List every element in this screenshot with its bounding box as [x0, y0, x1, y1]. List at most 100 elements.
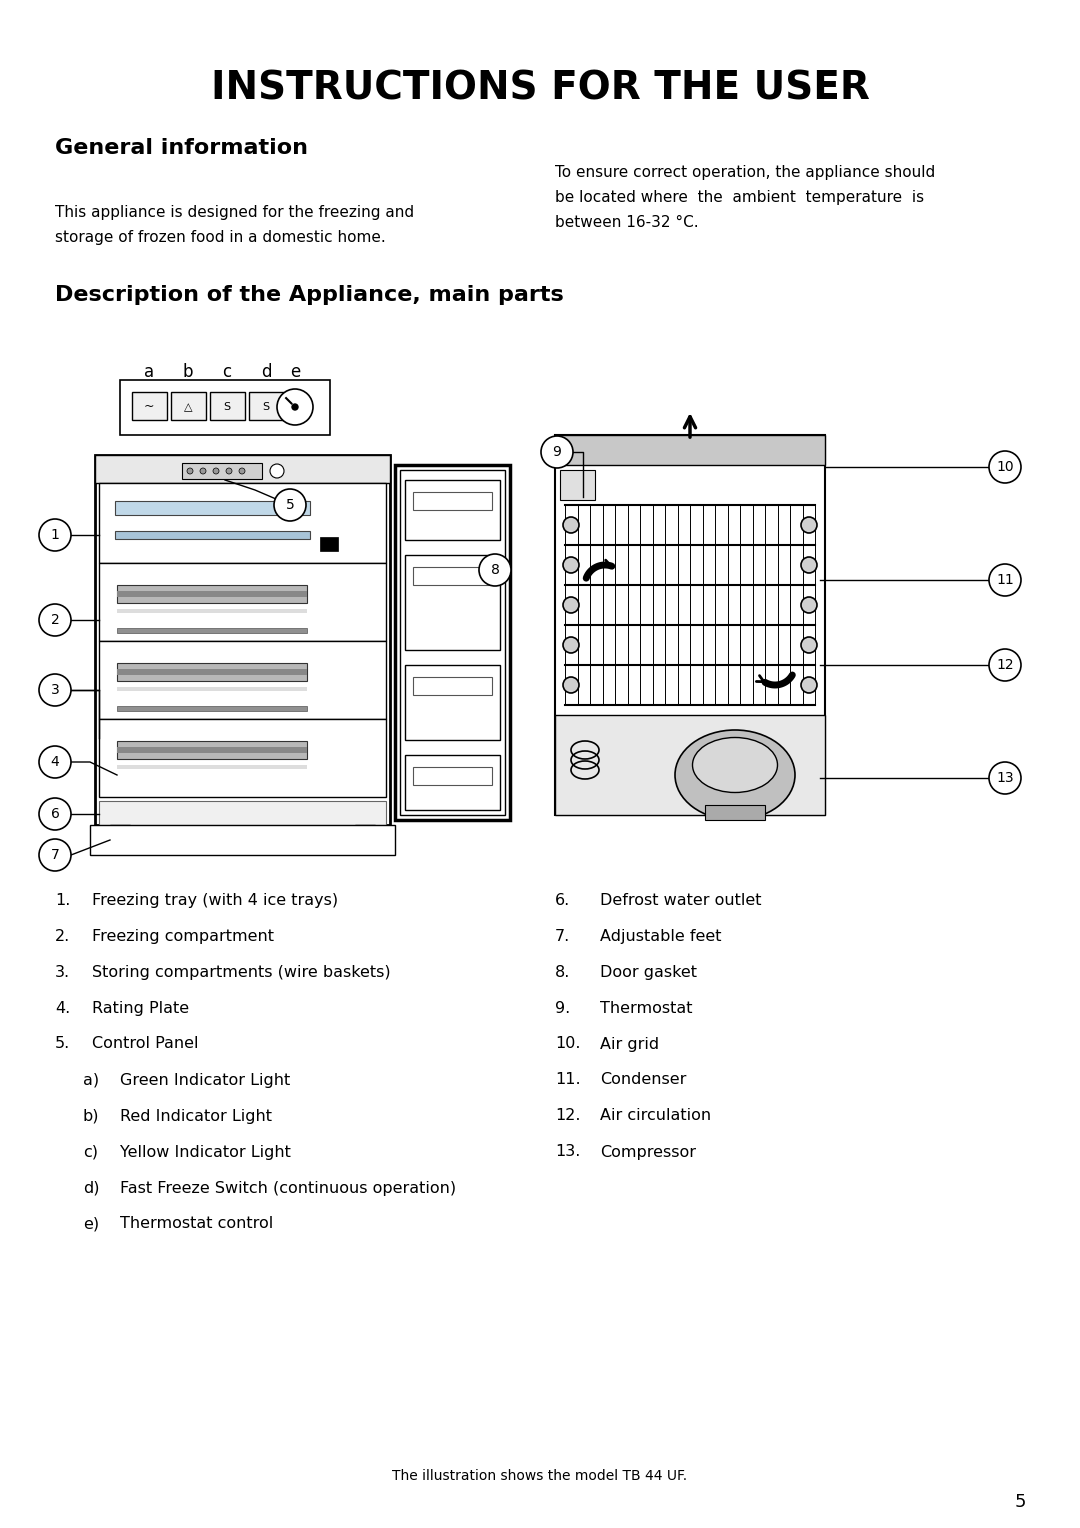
Bar — [99, 642, 386, 720]
Bar — [249, 393, 284, 420]
Bar — [413, 492, 492, 510]
Text: Air grid: Air grid — [600, 1036, 659, 1051]
Ellipse shape — [692, 738, 778, 793]
Text: Fast Freeze Switch (continuous operation): Fast Freeze Switch (continuous operation… — [120, 1181, 456, 1195]
Ellipse shape — [675, 730, 795, 821]
Circle shape — [187, 468, 193, 474]
Bar — [120, 380, 330, 435]
Bar — [413, 677, 492, 695]
Text: 11: 11 — [996, 573, 1014, 587]
Bar — [413, 767, 492, 785]
Text: 13.: 13. — [555, 1144, 580, 1160]
Text: 11.: 11. — [555, 1073, 581, 1088]
Bar — [117, 669, 307, 675]
Bar — [117, 628, 307, 633]
Text: b: b — [183, 364, 193, 380]
Bar — [210, 393, 245, 420]
Circle shape — [226, 468, 232, 474]
Bar — [117, 741, 307, 759]
Text: The illustration shows the model TB 44 UF.: The illustration shows the model TB 44 U… — [392, 1468, 688, 1484]
Bar — [117, 766, 307, 769]
Text: 4.: 4. — [55, 1001, 70, 1016]
Text: Red Indicator Light: Red Indicator Light — [120, 1108, 272, 1123]
Text: 12: 12 — [996, 659, 1014, 672]
Text: Condenser: Condenser — [600, 1073, 687, 1088]
Ellipse shape — [563, 558, 579, 573]
Ellipse shape — [563, 637, 579, 652]
Text: 2.: 2. — [55, 929, 70, 943]
Bar — [117, 591, 307, 597]
Ellipse shape — [801, 516, 816, 533]
Bar — [117, 585, 307, 604]
Text: Storing compartments (wire baskets): Storing compartments (wire baskets) — [92, 964, 391, 979]
Text: Compressor: Compressor — [600, 1144, 696, 1160]
Circle shape — [989, 762, 1021, 795]
Circle shape — [989, 564, 1021, 596]
Ellipse shape — [563, 677, 579, 694]
Circle shape — [274, 489, 306, 521]
Text: a: a — [144, 364, 154, 380]
Text: 5.: 5. — [55, 1036, 70, 1051]
Bar — [110, 825, 130, 847]
Text: e): e) — [83, 1216, 99, 1232]
Bar — [117, 747, 307, 753]
Bar — [395, 465, 510, 821]
Text: S: S — [224, 402, 230, 413]
Bar — [114, 501, 310, 515]
Text: 8.: 8. — [555, 964, 570, 979]
Text: △: △ — [184, 402, 192, 413]
Text: 4: 4 — [51, 755, 59, 769]
Text: c: c — [222, 364, 231, 380]
Text: be located where  the  ambient  temperature  is: be located where the ambient temperature… — [555, 189, 924, 205]
Text: 2: 2 — [51, 613, 59, 626]
Circle shape — [200, 468, 206, 474]
Text: INSTRUCTIONS FOR THE USER: INSTRUCTIONS FOR THE USER — [211, 69, 869, 107]
Text: 6: 6 — [51, 807, 59, 821]
Text: General information: General information — [55, 138, 308, 157]
Text: Defrost water outlet: Defrost water outlet — [600, 892, 761, 908]
Text: 6.: 6. — [555, 892, 570, 908]
Bar — [405, 755, 500, 810]
Text: ~: ~ — [144, 399, 154, 413]
Text: Adjustable feet: Adjustable feet — [600, 929, 721, 943]
Bar — [413, 567, 492, 585]
Circle shape — [276, 390, 313, 425]
Text: 1: 1 — [51, 529, 59, 542]
Bar — [99, 562, 386, 642]
Bar — [555, 435, 825, 814]
Circle shape — [239, 468, 245, 474]
Text: Thermostat: Thermostat — [600, 1001, 692, 1016]
Circle shape — [989, 649, 1021, 681]
Ellipse shape — [563, 516, 579, 533]
Text: 5: 5 — [1014, 1493, 1026, 1511]
Bar — [117, 663, 307, 681]
Text: Thermostat control: Thermostat control — [120, 1216, 273, 1232]
Text: between 16-32 °C.: between 16-32 °C. — [555, 215, 699, 231]
Text: To ensure correct operation, the appliance should: To ensure correct operation, the applian… — [555, 165, 935, 180]
Bar — [405, 480, 500, 539]
Bar — [95, 455, 390, 825]
Ellipse shape — [563, 597, 579, 613]
Circle shape — [292, 403, 298, 410]
Text: 8: 8 — [490, 562, 499, 578]
Bar — [555, 435, 825, 465]
Text: Control Panel: Control Panel — [92, 1036, 199, 1051]
Bar — [320, 536, 338, 552]
Bar — [405, 665, 500, 740]
Text: Description of the Appliance, main parts: Description of the Appliance, main parts — [55, 286, 564, 306]
Bar — [117, 706, 307, 711]
Bar — [117, 610, 307, 613]
Text: d): d) — [83, 1181, 99, 1195]
Circle shape — [480, 555, 511, 587]
Ellipse shape — [801, 677, 816, 694]
Bar — [117, 688, 307, 691]
Text: storage of frozen food in a domestic home.: storage of frozen food in a domestic hom… — [55, 231, 386, 244]
Text: Freezing compartment: Freezing compartment — [92, 929, 274, 943]
Text: S: S — [262, 402, 270, 413]
Circle shape — [39, 839, 71, 871]
Text: This appliance is designed for the freezing and: This appliance is designed for the freez… — [55, 205, 414, 220]
Text: Air circulation: Air circulation — [600, 1108, 711, 1123]
Bar — [95, 455, 390, 483]
Bar — [561, 471, 595, 500]
Text: d: d — [260, 364, 271, 380]
